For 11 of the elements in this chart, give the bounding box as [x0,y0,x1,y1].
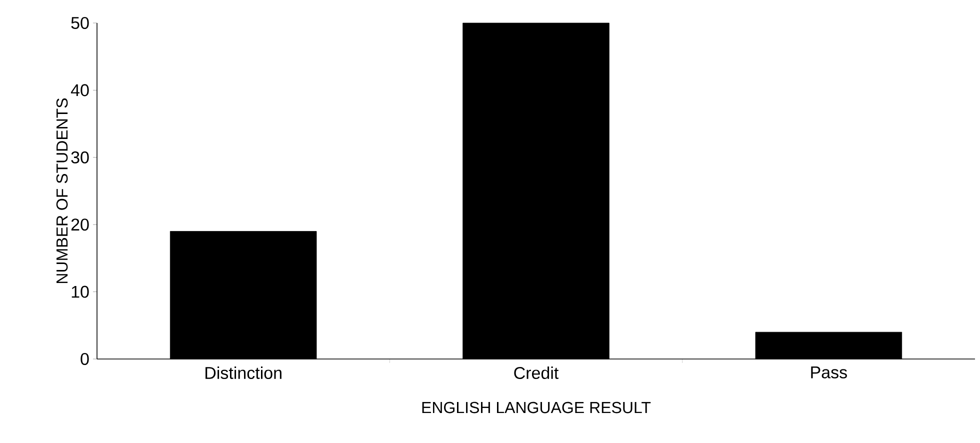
y-tick-label: 30 [71,151,89,164]
y-tick-label: 10 [72,286,89,298]
y-tick-label: 50 [71,16,89,30]
y-tick-label: 0 [80,352,89,366]
x-tick-label: Pass [811,366,847,378]
x-tick-label: Credit [514,366,559,380]
y-axis-title: NUMBER OF STUDENTS [56,98,68,284]
x-tick-label: Distinction [206,366,282,380]
x-axis-title: ENGLISH LANGUAGE RESULT [422,402,651,414]
y-tick-label: 20 [71,218,89,231]
y-tick-label: 40 [70,84,89,96]
